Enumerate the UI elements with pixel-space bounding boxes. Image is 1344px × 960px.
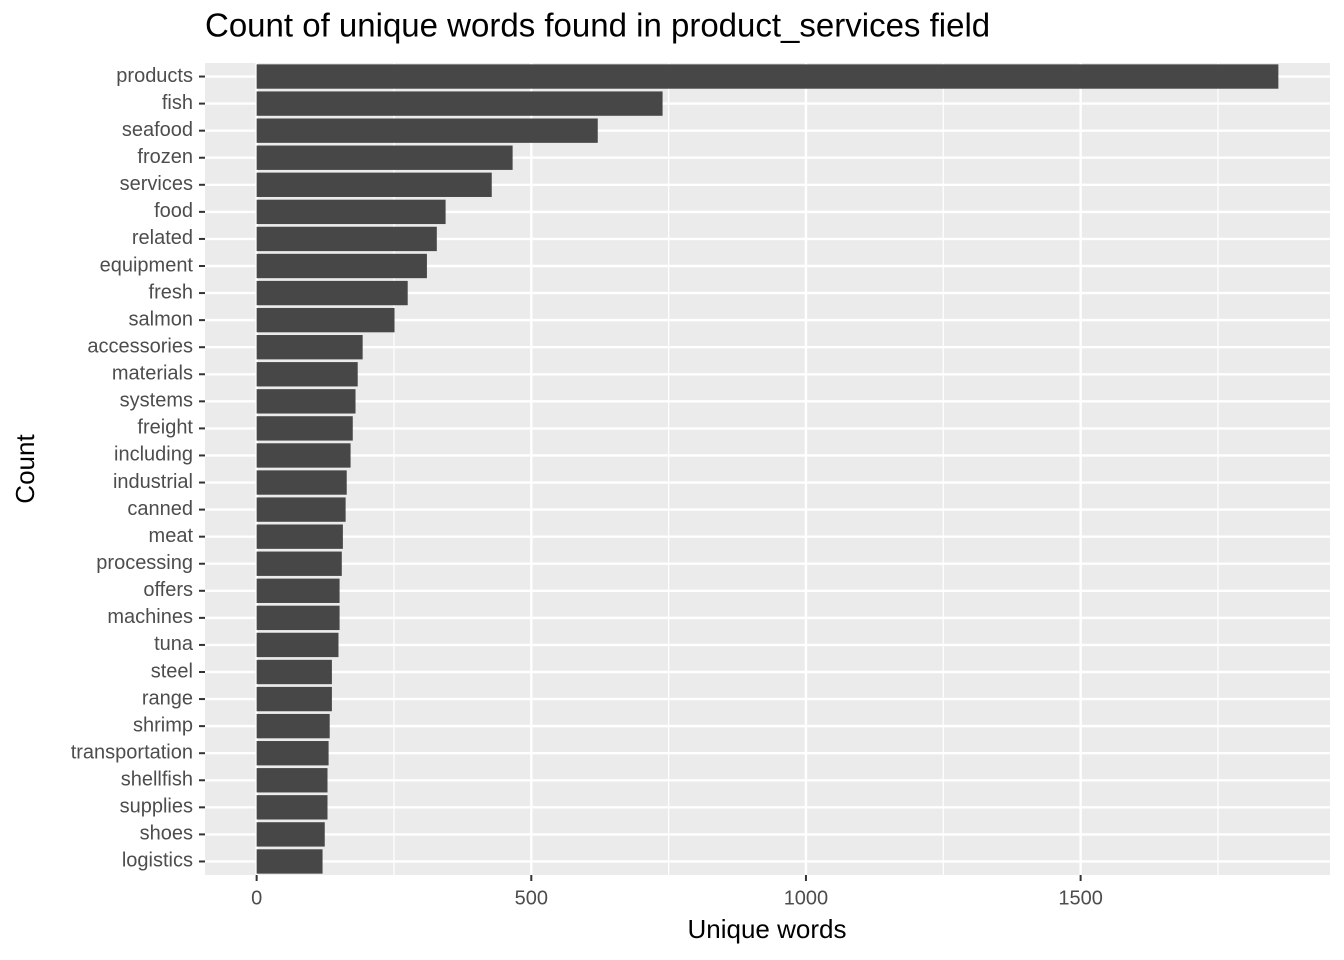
bar bbox=[256, 253, 427, 279]
bar bbox=[256, 632, 339, 658]
bar bbox=[256, 524, 343, 549]
bar bbox=[256, 64, 1279, 89]
bar bbox=[256, 416, 353, 441]
y-tick-label: transportation bbox=[71, 741, 193, 763]
y-tick-label: supplies bbox=[120, 796, 193, 818]
y-tick-label: offers bbox=[143, 579, 193, 601]
bar bbox=[256, 578, 340, 603]
y-tick-label: frozen bbox=[137, 146, 193, 168]
bar bbox=[256, 795, 328, 820]
y-tick-label: salmon bbox=[129, 308, 193, 330]
chart-title: Count of unique words found in product_s… bbox=[205, 7, 990, 44]
y-tick-label: materials bbox=[112, 363, 193, 385]
bar bbox=[256, 713, 330, 739]
y-tick-label: freight bbox=[137, 417, 193, 439]
bar bbox=[256, 91, 663, 116]
x-tick-label: 0 bbox=[251, 887, 262, 909]
y-tick-label: canned bbox=[127, 498, 193, 520]
y-tick-label: machines bbox=[107, 606, 193, 628]
bar bbox=[256, 605, 340, 631]
y-tick-label: tuna bbox=[154, 633, 194, 655]
bar bbox=[256, 199, 446, 225]
y-tick-label: products bbox=[116, 65, 193, 87]
x-tick-label: 1500 bbox=[1058, 887, 1103, 909]
panel bbox=[205, 63, 1330, 875]
bar bbox=[256, 849, 323, 874]
bar bbox=[256, 335, 363, 360]
y-tick-label: fresh bbox=[149, 281, 193, 303]
bar bbox=[256, 362, 358, 387]
x-tick-label: 1000 bbox=[784, 887, 829, 909]
bar bbox=[256, 686, 332, 712]
x-axis-label: Unique words bbox=[688, 914, 847, 944]
y-tick-label: including bbox=[114, 444, 193, 466]
y-tick-label: shoes bbox=[140, 823, 193, 845]
bar bbox=[256, 307, 395, 333]
y-tick-label: logistics bbox=[122, 850, 193, 872]
y-tick-label: steel bbox=[151, 660, 193, 682]
bar bbox=[256, 551, 342, 576]
y-tick-label: services bbox=[120, 173, 193, 195]
bar bbox=[256, 172, 492, 197]
y-tick-label: shrimp bbox=[133, 714, 193, 736]
y-tick-label: meat bbox=[149, 525, 194, 547]
bar bbox=[256, 768, 328, 793]
bar bbox=[256, 226, 437, 252]
y-axis-label: Count bbox=[10, 434, 40, 504]
bar bbox=[256, 145, 513, 170]
bar bbox=[256, 443, 351, 468]
bar bbox=[256, 389, 356, 414]
y-tick-label: systems bbox=[120, 390, 193, 412]
y-tick-label: equipment bbox=[100, 254, 194, 276]
y-tick-label: shellfish bbox=[121, 769, 193, 791]
x-tick-label: 500 bbox=[515, 887, 548, 909]
y-tick-label: seafood bbox=[122, 119, 193, 141]
bar bbox=[256, 470, 347, 495]
y-tick-label: food bbox=[154, 200, 193, 222]
bar bbox=[256, 118, 598, 143]
bar bbox=[256, 659, 332, 685]
y-tick-label: fish bbox=[162, 92, 193, 114]
y-tick-label: related bbox=[132, 227, 193, 249]
bar bbox=[256, 497, 346, 522]
bar bbox=[256, 741, 329, 766]
y-tick-label: processing bbox=[96, 552, 193, 574]
y-tick-label: industrial bbox=[113, 471, 193, 493]
bar bbox=[256, 280, 408, 306]
y-tick-label: accessories bbox=[87, 335, 193, 357]
bar bbox=[256, 822, 325, 847]
y-tick-label: range bbox=[142, 687, 193, 709]
